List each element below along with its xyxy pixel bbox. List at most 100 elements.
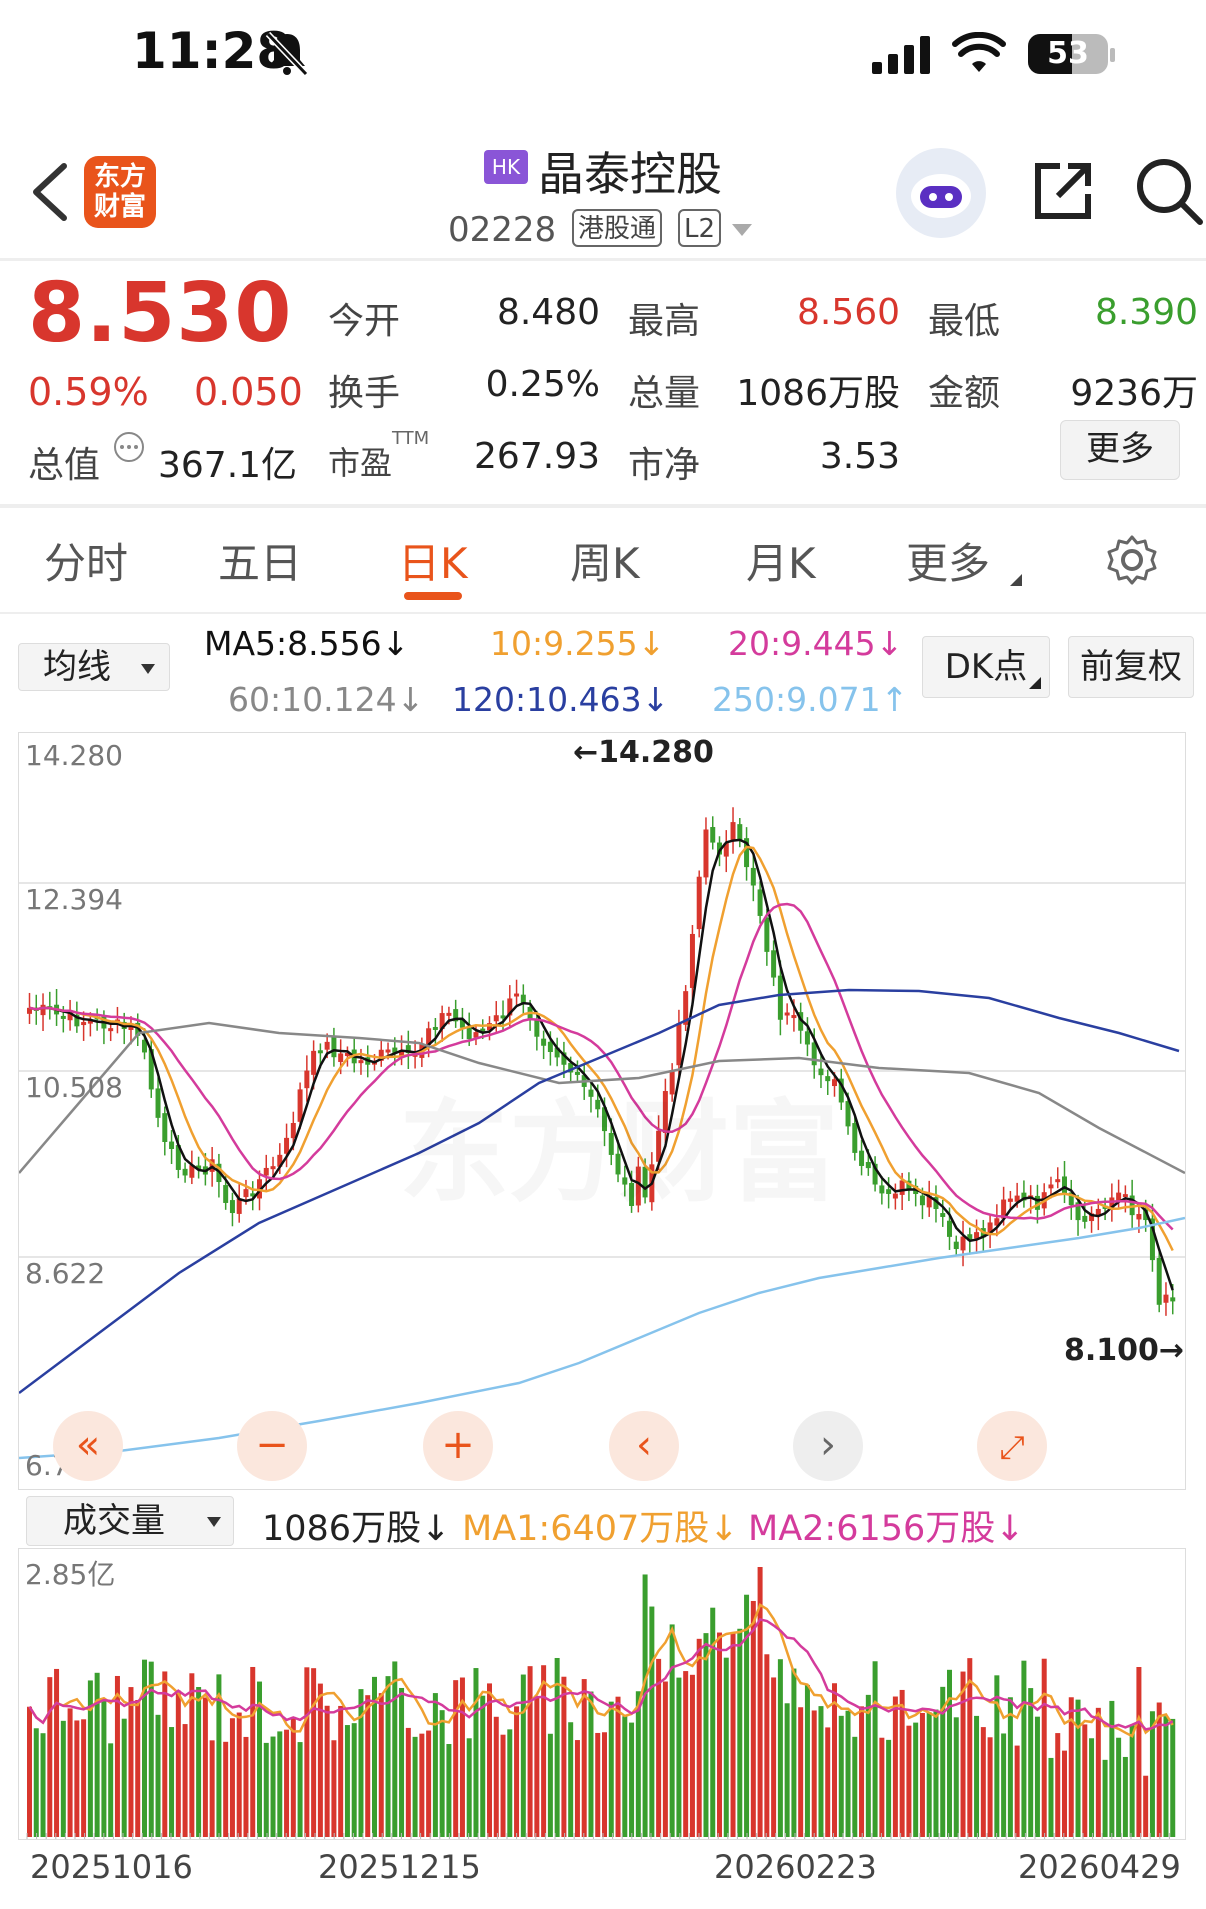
volume-bar [459, 1677, 465, 1837]
back-icon[interactable] [28, 160, 72, 224]
kline-candle [182, 1168, 188, 1176]
ma5-line [29, 838, 1174, 1291]
app-logo[interactable]: 东方 财富 [84, 156, 156, 228]
kline-candle [926, 1195, 932, 1208]
volume-chart[interactable]: 2.85亿 [18, 1548, 1186, 1840]
scroll-left-button[interactable]: ‹ [609, 1411, 679, 1481]
volume-bar [541, 1665, 547, 1837]
tab-weekly-k[interactable]: 周K [570, 539, 640, 588]
scroll-start-button[interactable]: « [53, 1411, 123, 1481]
kline-candle [1170, 1297, 1176, 1302]
volume-bar [689, 1674, 695, 1837]
kline-candle [879, 1185, 885, 1194]
kline-candle [148, 1049, 154, 1090]
expand-icon: ⤢ [999, 1428, 1025, 1466]
kline-candle [1048, 1184, 1054, 1189]
kline-candle [169, 1141, 175, 1149]
kline-candle [1143, 1209, 1149, 1221]
ma120-value: 120:10.463↓ [452, 680, 670, 719]
tab-daily-k[interactable]: 日K [398, 539, 468, 588]
volume-bar [622, 1716, 628, 1837]
volume-bar [838, 1715, 844, 1837]
volume-bar [47, 1677, 53, 1837]
volume-bar [967, 1658, 973, 1837]
assistant-avatar[interactable] [896, 148, 986, 238]
dk-point-button[interactable]: DK点 [922, 636, 1050, 698]
kline-candle [196, 1165, 202, 1170]
amount-value: 9236万 [1070, 373, 1198, 414]
turnover-label: 换手 [328, 373, 401, 414]
kline-candle [493, 1015, 499, 1022]
zoom-in-button[interactable]: + [423, 1411, 493, 1481]
kline-candle [832, 1079, 837, 1087]
mktcap-value: 367.1亿 [158, 445, 298, 486]
volume-bar [595, 1732, 601, 1837]
volume-selector[interactable]: 成交量 [26, 1496, 234, 1546]
tab-monthly-k[interactable]: 月K [746, 539, 816, 588]
battery-icon: 53 [1028, 34, 1108, 74]
kline-candle [1068, 1192, 1074, 1206]
kline-candle [142, 1039, 147, 1053]
chevron-left-icon: ‹ [636, 1422, 652, 1468]
kline-chart[interactable]: 东方 财富 14.280 12.394 10.508 8.622 6.736 ←… [18, 732, 1186, 1490]
kline-candle [1001, 1199, 1007, 1219]
chevron-down-icon[interactable] [732, 224, 752, 236]
volume-bar [865, 1694, 871, 1837]
volume-current: 1086万股↓ [262, 1509, 451, 1549]
kline-candle [1095, 1208, 1101, 1215]
tab-intraday[interactable]: 分时 [44, 539, 129, 588]
ma60-value: 60:10.124↓ [228, 680, 425, 719]
signal-icon [872, 36, 930, 74]
change-amount: 0.050 [194, 370, 303, 414]
status-time: 11:28 [132, 22, 292, 80]
kline-candle [426, 1028, 432, 1045]
kline-candle [250, 1193, 256, 1197]
gear-icon[interactable] [1106, 534, 1158, 586]
kline-candle [311, 1050, 317, 1075]
more-quote-button[interactable]: 更多 [1060, 420, 1180, 480]
volume-bar [940, 1686, 946, 1837]
indicator-selector[interactable]: 均线 [18, 643, 170, 691]
volume-bar [1170, 1718, 1176, 1837]
adjust-button[interactable]: 前复权 [1068, 636, 1194, 698]
more-dots-icon[interactable] [112, 430, 146, 464]
kline-candle [574, 1071, 580, 1075]
pe-sup: TTM [392, 428, 430, 449]
kline-candle [561, 1052, 567, 1065]
kline-candle [919, 1195, 925, 1206]
volume-bar [202, 1697, 208, 1837]
kline-candle [1089, 1213, 1095, 1222]
kline-candle [872, 1163, 878, 1185]
pb-label: 市净 [628, 445, 701, 486]
fullscreen-button[interactable]: ⤢ [977, 1411, 1047, 1481]
double-left-icon: « [75, 1422, 101, 1468]
kline-candle [892, 1193, 898, 1199]
share-icon[interactable] [1030, 158, 1096, 224]
ma120-line [18, 988, 1180, 1394]
scroll-right-button[interactable]: › [793, 1411, 863, 1481]
kline-candle [1021, 1192, 1027, 1201]
volume-bar [487, 1683, 492, 1837]
kline-candle [473, 1032, 479, 1038]
tab-more[interactable]: 更多 [906, 539, 991, 588]
volume-value: 1086万股 [736, 373, 900, 414]
stock-name: 晶泰控股 [538, 147, 722, 201]
kline-candle [730, 822, 736, 842]
dk-point-label: DK点 [944, 647, 1028, 687]
kline-candle [514, 993, 520, 997]
kline-candle [263, 1167, 269, 1176]
volume-bar [466, 1738, 472, 1837]
kline-candle [290, 1122, 296, 1139]
kline-candle [284, 1137, 290, 1154]
kline-candle [155, 1088, 161, 1118]
kline-candle [615, 1153, 621, 1175]
volume-bar [27, 1706, 32, 1837]
zoom-out-button[interactable]: − [237, 1411, 307, 1481]
kline-candle [344, 1052, 350, 1056]
tab-five-day[interactable]: 五日 [218, 539, 303, 588]
kline-candle [466, 1028, 472, 1040]
volume-bar [1082, 1724, 1088, 1837]
volume-ma1: MA1:6407万股↓ [462, 1509, 739, 1549]
volume-bar [54, 1668, 60, 1837]
search-icon[interactable] [1134, 156, 1204, 226]
